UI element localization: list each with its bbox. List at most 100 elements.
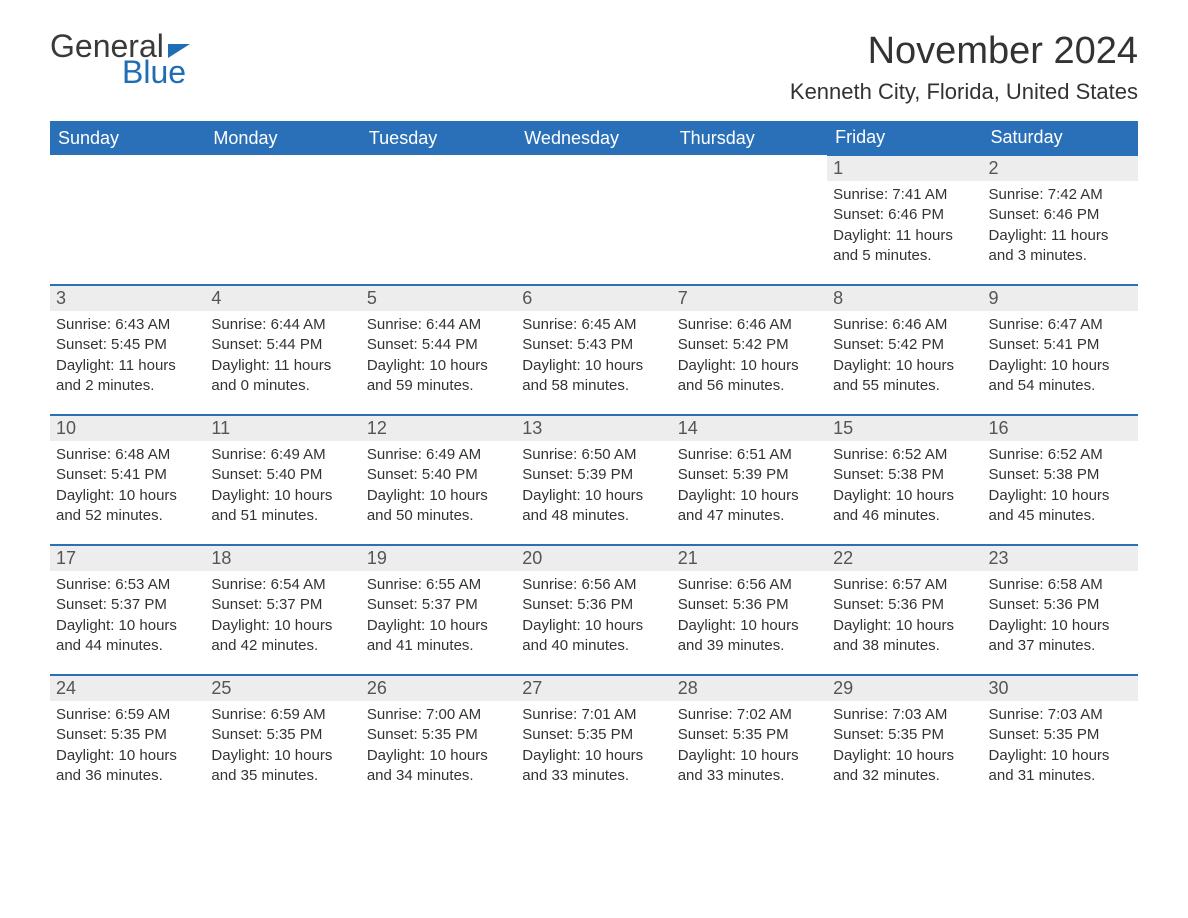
- sunrise-line: Sunrise: 6:44 AM: [211, 315, 354, 335]
- calendar-week-row: 3Sunrise: 6:43 AMSunset: 5:45 PMDaylight…: [50, 285, 1138, 415]
- day-number: 29: [827, 676, 982, 701]
- day-details: Sunrise: 6:44 AMSunset: 5:44 PMDaylight:…: [361, 311, 516, 400]
- daylight-line: Daylight: 10 hours and 58 minutes.: [522, 356, 665, 397]
- day-number: 26: [361, 676, 516, 701]
- daylight-line: Daylight: 11 hours and 0 minutes.: [211, 356, 354, 397]
- day-number: 10: [50, 416, 205, 441]
- sunset-line: Sunset: 5:41 PM: [989, 335, 1132, 355]
- day-details: Sunrise: 6:53 AMSunset: 5:37 PMDaylight:…: [50, 571, 205, 660]
- daylight-line: Daylight: 10 hours and 40 minutes.: [522, 616, 665, 657]
- daylight-line: Daylight: 10 hours and 36 minutes.: [56, 746, 199, 787]
- sunset-line: Sunset: 5:37 PM: [367, 595, 510, 615]
- sunset-line: Sunset: 5:35 PM: [367, 725, 510, 745]
- sunrise-line: Sunrise: 6:56 AM: [522, 575, 665, 595]
- daylight-line: Daylight: 10 hours and 31 minutes.: [989, 746, 1132, 787]
- sunset-line: Sunset: 5:36 PM: [678, 595, 821, 615]
- weekday-header: Saturday: [983, 121, 1138, 155]
- sunset-line: Sunset: 5:38 PM: [989, 465, 1132, 485]
- sunset-line: Sunset: 5:36 PM: [989, 595, 1132, 615]
- sunrise-line: Sunrise: 7:01 AM: [522, 705, 665, 725]
- day-details: Sunrise: 6:52 AMSunset: 5:38 PMDaylight:…: [983, 441, 1138, 530]
- sunrise-line: Sunrise: 6:53 AM: [56, 575, 199, 595]
- day-number: 25: [205, 676, 360, 701]
- day-number: 28: [672, 676, 827, 701]
- daylight-line: Daylight: 10 hours and 39 minutes.: [678, 616, 821, 657]
- day-details: Sunrise: 7:03 AMSunset: 5:35 PMDaylight:…: [827, 701, 982, 790]
- sunset-line: Sunset: 5:39 PM: [522, 465, 665, 485]
- day-details: Sunrise: 6:52 AMSunset: 5:38 PMDaylight:…: [827, 441, 982, 530]
- calendar-cell: 5Sunrise: 6:44 AMSunset: 5:44 PMDaylight…: [361, 285, 516, 415]
- day-number: 7: [672, 286, 827, 311]
- daylight-line: Daylight: 10 hours and 42 minutes.: [211, 616, 354, 657]
- calendar-cell: 13Sunrise: 6:50 AMSunset: 5:39 PMDayligh…: [516, 415, 671, 545]
- calendar-cell: 11Sunrise: 6:49 AMSunset: 5:40 PMDayligh…: [205, 415, 360, 545]
- day-number: 22: [827, 546, 982, 571]
- daylight-line: Daylight: 10 hours and 45 minutes.: [989, 486, 1132, 527]
- calendar-cell: 19Sunrise: 6:55 AMSunset: 5:37 PMDayligh…: [361, 545, 516, 675]
- calendar-cell: 24Sunrise: 6:59 AMSunset: 5:35 PMDayligh…: [50, 675, 205, 805]
- sunset-line: Sunset: 5:37 PM: [56, 595, 199, 615]
- daylight-line: Daylight: 10 hours and 47 minutes.: [678, 486, 821, 527]
- daylight-line: Daylight: 10 hours and 38 minutes.: [833, 616, 976, 657]
- day-details: Sunrise: 6:59 AMSunset: 5:35 PMDaylight:…: [205, 701, 360, 790]
- day-details: Sunrise: 6:46 AMSunset: 5:42 PMDaylight:…: [672, 311, 827, 400]
- sunrise-line: Sunrise: 6:50 AM: [522, 445, 665, 465]
- sunset-line: Sunset: 5:37 PM: [211, 595, 354, 615]
- daylight-line: Daylight: 10 hours and 41 minutes.: [367, 616, 510, 657]
- daylight-line: Daylight: 10 hours and 32 minutes.: [833, 746, 976, 787]
- daylight-line: Daylight: 10 hours and 56 minutes.: [678, 356, 821, 397]
- sunrise-line: Sunrise: 6:46 AM: [678, 315, 821, 335]
- daylight-line: Daylight: 11 hours and 3 minutes.: [989, 226, 1132, 267]
- calendar-cell: 30Sunrise: 7:03 AMSunset: 5:35 PMDayligh…: [983, 675, 1138, 805]
- calendar-cell: 3Sunrise: 6:43 AMSunset: 5:45 PMDaylight…: [50, 285, 205, 415]
- calendar-cell: 23Sunrise: 6:58 AMSunset: 5:36 PMDayligh…: [983, 545, 1138, 675]
- day-number: 6: [516, 286, 671, 311]
- sunset-line: Sunset: 5:38 PM: [833, 465, 976, 485]
- location-subtitle: Kenneth City, Florida, United States: [790, 79, 1138, 105]
- sunset-line: Sunset: 5:44 PM: [211, 335, 354, 355]
- sunrise-line: Sunrise: 6:54 AM: [211, 575, 354, 595]
- day-details: Sunrise: 6:48 AMSunset: 5:41 PMDaylight:…: [50, 441, 205, 530]
- title-block: November 2024 Kenneth City, Florida, Uni…: [790, 30, 1138, 115]
- day-number: 11: [205, 416, 360, 441]
- sunrise-line: Sunrise: 6:46 AM: [833, 315, 976, 335]
- day-details: Sunrise: 7:00 AMSunset: 5:35 PMDaylight:…: [361, 701, 516, 790]
- logo-word2: Blue: [122, 56, 190, 88]
- calendar-cell: 9Sunrise: 6:47 AMSunset: 5:41 PMDaylight…: [983, 285, 1138, 415]
- sunset-line: Sunset: 5:41 PM: [56, 465, 199, 485]
- calendar-cell: 2Sunrise: 7:42 AMSunset: 6:46 PMDaylight…: [983, 155, 1138, 285]
- day-details: Sunrise: 6:49 AMSunset: 5:40 PMDaylight:…: [205, 441, 360, 530]
- calendar-cell: 26Sunrise: 7:00 AMSunset: 5:35 PMDayligh…: [361, 675, 516, 805]
- calendar-cell: [516, 155, 671, 285]
- calendar-week-row: 10Sunrise: 6:48 AMSunset: 5:41 PMDayligh…: [50, 415, 1138, 545]
- weekday-header: Monday: [205, 121, 360, 155]
- day-number: 1: [827, 156, 982, 181]
- sunrise-line: Sunrise: 6:56 AM: [678, 575, 821, 595]
- day-details: Sunrise: 6:54 AMSunset: 5:37 PMDaylight:…: [205, 571, 360, 660]
- sunrise-line: Sunrise: 6:49 AM: [367, 445, 510, 465]
- month-title: November 2024: [790, 30, 1138, 73]
- daylight-line: Daylight: 10 hours and 54 minutes.: [989, 356, 1132, 397]
- sunrise-line: Sunrise: 6:47 AM: [989, 315, 1132, 335]
- sunrise-line: Sunrise: 7:03 AM: [833, 705, 976, 725]
- sunset-line: Sunset: 5:35 PM: [989, 725, 1132, 745]
- sunrise-line: Sunrise: 7:00 AM: [367, 705, 510, 725]
- day-details: Sunrise: 6:59 AMSunset: 5:35 PMDaylight:…: [50, 701, 205, 790]
- day-details: Sunrise: 6:57 AMSunset: 5:36 PMDaylight:…: [827, 571, 982, 660]
- sunrise-line: Sunrise: 6:58 AM: [989, 575, 1132, 595]
- day-details: Sunrise: 6:50 AMSunset: 5:39 PMDaylight:…: [516, 441, 671, 530]
- sunrise-line: Sunrise: 6:49 AM: [211, 445, 354, 465]
- day-number: 14: [672, 416, 827, 441]
- calendar-cell: 25Sunrise: 6:59 AMSunset: 5:35 PMDayligh…: [205, 675, 360, 805]
- daylight-line: Daylight: 10 hours and 50 minutes.: [367, 486, 510, 527]
- sunset-line: Sunset: 5:44 PM: [367, 335, 510, 355]
- daylight-line: Daylight: 10 hours and 33 minutes.: [678, 746, 821, 787]
- sunrise-line: Sunrise: 6:48 AM: [56, 445, 199, 465]
- day-number: 4: [205, 286, 360, 311]
- daylight-line: Daylight: 10 hours and 48 minutes.: [522, 486, 665, 527]
- day-number: 16: [983, 416, 1138, 441]
- day-number: 23: [983, 546, 1138, 571]
- day-details: Sunrise: 6:55 AMSunset: 5:37 PMDaylight:…: [361, 571, 516, 660]
- calendar-cell: 17Sunrise: 6:53 AMSunset: 5:37 PMDayligh…: [50, 545, 205, 675]
- weekday-header: Tuesday: [361, 121, 516, 155]
